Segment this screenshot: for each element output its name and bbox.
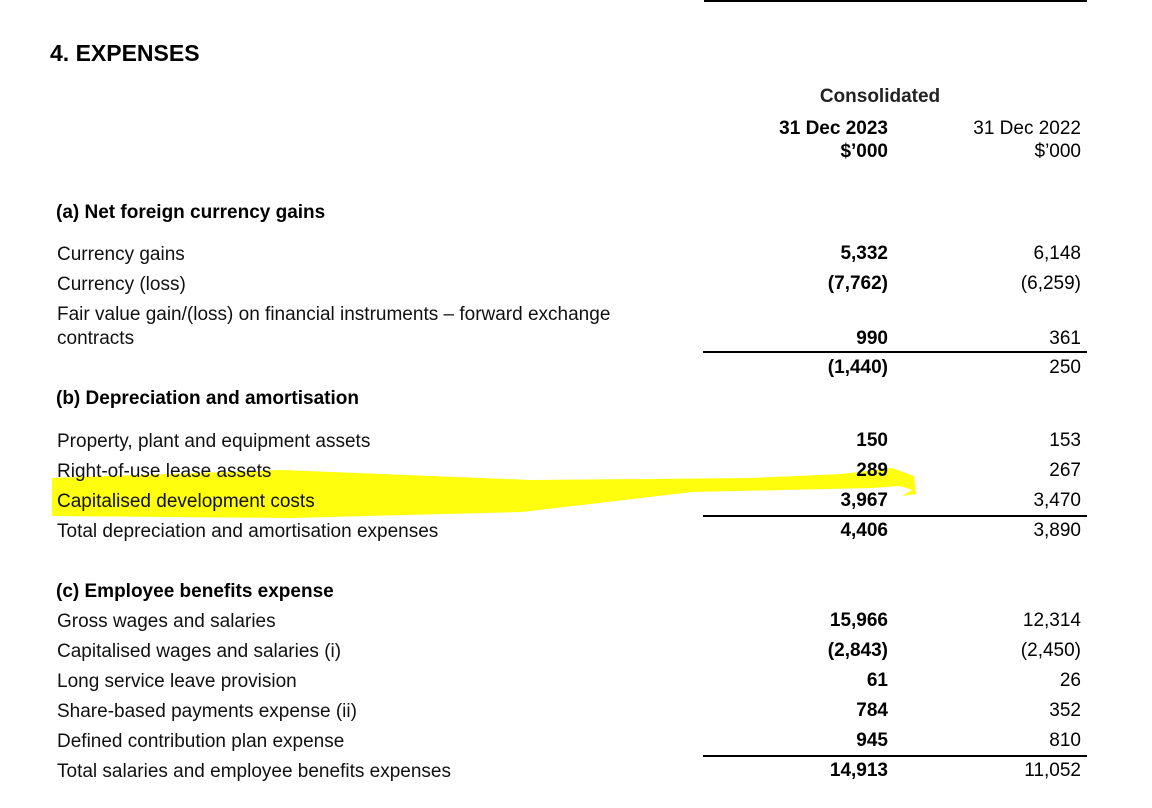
value-2022: (2,450) — [1020, 640, 1081, 661]
value-2022: 267 — [1049, 460, 1081, 481]
column-unit-2023: $’000 — [840, 141, 888, 162]
section-c-title: (c) Employee benefits expense — [56, 581, 334, 602]
value-2022: 3,470 — [1033, 490, 1081, 511]
value-2023: 15,966 — [829, 610, 888, 631]
total-2022: 11,052 — [1024, 760, 1081, 781]
row-label: Currency gains — [57, 244, 185, 265]
row-label-line1: Fair value gain/(loss) on financial inst… — [57, 304, 611, 325]
total-2022: 250 — [1049, 357, 1081, 378]
subtotal-rule — [703, 755, 1087, 757]
subtotal-rule — [703, 515, 1087, 517]
value-2022: 26 — [1059, 670, 1081, 691]
value-2023: 150 — [856, 430, 888, 451]
total-2022: 3,890 — [1033, 520, 1081, 541]
row-label: Share-based payments expense (ii) — [57, 701, 357, 722]
column-header-2022: 31 Dec 2022 $’000 — [973, 117, 1081, 163]
row-label: Defined contribution plan expense — [57, 731, 345, 752]
value-2022: 6,148 — [1033, 243, 1081, 264]
value-2023: (2,843) — [827, 640, 888, 661]
section-b-title: (b) Depreciation and amortisation — [56, 388, 359, 409]
top-rule — [704, 0, 1087, 2]
value-2022: (6,259) — [1020, 273, 1081, 294]
row-label: Long service leave provision — [57, 671, 297, 692]
value-2023: (7,762) — [827, 273, 888, 294]
value-2022: 153 — [1049, 430, 1081, 451]
row-label: Gross wages and salaries — [57, 611, 276, 632]
column-date-2023: 31 Dec 2023 — [779, 118, 888, 139]
row-label: Fair value gain/(loss) on financial inst… — [57, 303, 610, 351]
value-2023: 61 — [866, 670, 888, 691]
value-2023: 289 — [856, 460, 888, 481]
value-2023: 990 — [856, 328, 888, 349]
consolidated-header: Consolidated — [819, 86, 941, 107]
subtotal-rule — [703, 351, 1087, 353]
total-label: Total salaries and employee benefits exp… — [57, 761, 451, 782]
row-label: Property, plant and equipment assets — [57, 431, 371, 452]
row-label: Currency (loss) — [57, 274, 186, 295]
value-2023: 3,967 — [840, 490, 888, 511]
column-unit-2022: $’000 — [1034, 141, 1082, 162]
page-title: 4. EXPENSES — [50, 40, 200, 66]
value-2023: 784 — [856, 700, 888, 721]
row-label: Capitalised wages and salaries (i) — [57, 641, 342, 662]
value-2022: 352 — [1049, 700, 1081, 721]
total-2023: (1,440) — [827, 357, 888, 378]
section-a-title: (a) Net foreign currency gains — [56, 202, 326, 223]
column-header-2023: 31 Dec 2023 $’000 — [779, 117, 888, 163]
total-label: Total depreciation and amortisation expe… — [57, 521, 439, 542]
value-2023: 945 — [856, 730, 888, 751]
total-2023: 4,406 — [840, 520, 888, 541]
row-label: Capitalised development costs — [57, 491, 315, 512]
column-date-2022: 31 Dec 2022 — [973, 118, 1081, 139]
row-label: Right-of-use lease assets — [57, 461, 272, 482]
value-2022: 361 — [1049, 328, 1081, 349]
total-2023: 14,913 — [829, 760, 888, 781]
value-2022: 12,314 — [1022, 610, 1081, 631]
value-2023: 5,332 — [840, 243, 888, 264]
row-label-line2: contracts — [57, 328, 135, 349]
value-2022: 810 — [1049, 730, 1081, 751]
